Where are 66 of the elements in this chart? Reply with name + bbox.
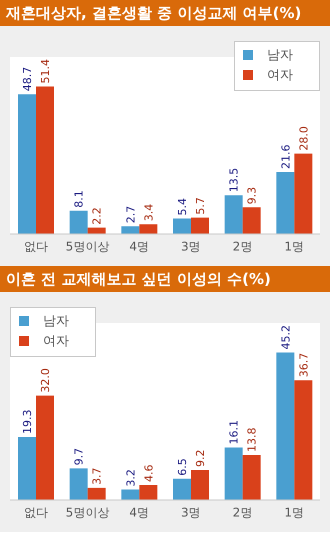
x-tick-label: 4명: [129, 240, 149, 254]
data-label: 28.0: [297, 126, 310, 151]
bar: [70, 210, 88, 234]
x-tick-label: 없다: [24, 506, 48, 520]
data-label: 3.2: [124, 469, 138, 487]
data-label: 48.7: [21, 66, 34, 92]
bar: [191, 218, 209, 234]
bar: [294, 154, 312, 234]
legend-label: 여자: [267, 68, 293, 83]
x-tick-label: 3명: [181, 506, 201, 520]
bar: [224, 447, 243, 500]
x-tick-label: 1명: [284, 240, 304, 254]
x-tick-label: 없다: [24, 240, 48, 254]
data-label: 13.8: [246, 427, 259, 452]
data-label: 2.7: [124, 206, 138, 224]
legend-label: 남자: [43, 314, 69, 329]
x-tick-label: 2명: [232, 506, 252, 520]
bar: [18, 437, 36, 500]
x-tick-label: 5명이상: [66, 240, 110, 254]
data-label: 2.2: [90, 207, 104, 225]
data-label: 8.1: [72, 190, 86, 208]
legend-label: 여자: [43, 334, 69, 349]
bar: [294, 380, 312, 500]
bar: [242, 454, 261, 500]
bar: [173, 478, 191, 500]
bar: [121, 226, 140, 234]
data-label: 16.1: [228, 420, 241, 444]
x-tick-label: 4명: [129, 506, 149, 520]
bar: [224, 195, 243, 234]
bar: [242, 207, 261, 234]
data-label: 51.4: [39, 59, 52, 84]
data-label: 5.7: [194, 197, 207, 215]
bar: [18, 94, 36, 234]
bar: [88, 228, 106, 234]
data-label: 3.4: [142, 204, 156, 222]
data-label: 5.4: [176, 198, 189, 216]
legend-label: 남자: [267, 48, 293, 63]
data-label: 3.7: [90, 467, 104, 485]
x-tick-label: 3명: [181, 240, 201, 254]
bar: [36, 396, 54, 500]
x-tick-label: 5명이상: [66, 506, 110, 520]
data-label: 9.7: [72, 448, 86, 466]
data-label: 36.7: [297, 352, 310, 378]
data-label: 9.3: [246, 186, 259, 204]
data-label: 9.2: [194, 449, 207, 467]
data-label: 4.6: [142, 464, 156, 482]
chart-title: 재혼대상자, 결혼생활 중 이성교제 여부(%): [0, 0, 330, 26]
data-label: 21.6: [279, 144, 292, 170]
x-tick-label: 1명: [284, 506, 304, 520]
bar: [191, 470, 209, 500]
data-label: 19.3: [21, 410, 34, 434]
data-label: 6.5: [176, 458, 189, 476]
bar: [139, 224, 158, 234]
bar: [276, 172, 294, 234]
bar: [121, 490, 140, 500]
bar: [70, 468, 88, 500]
bar: [276, 352, 294, 500]
bar: [88, 488, 106, 500]
data-label: 32.0: [39, 368, 52, 393]
chart-title: 이혼 전 교제해보고 싶던 이성의 수(%): [0, 266, 330, 292]
data-label: 13.5: [228, 168, 241, 192]
bar: [36, 86, 54, 234]
bar: [173, 218, 191, 234]
bar: [139, 484, 158, 500]
data-label: 45.2: [279, 325, 292, 350]
x-tick-label: 2명: [232, 240, 252, 254]
